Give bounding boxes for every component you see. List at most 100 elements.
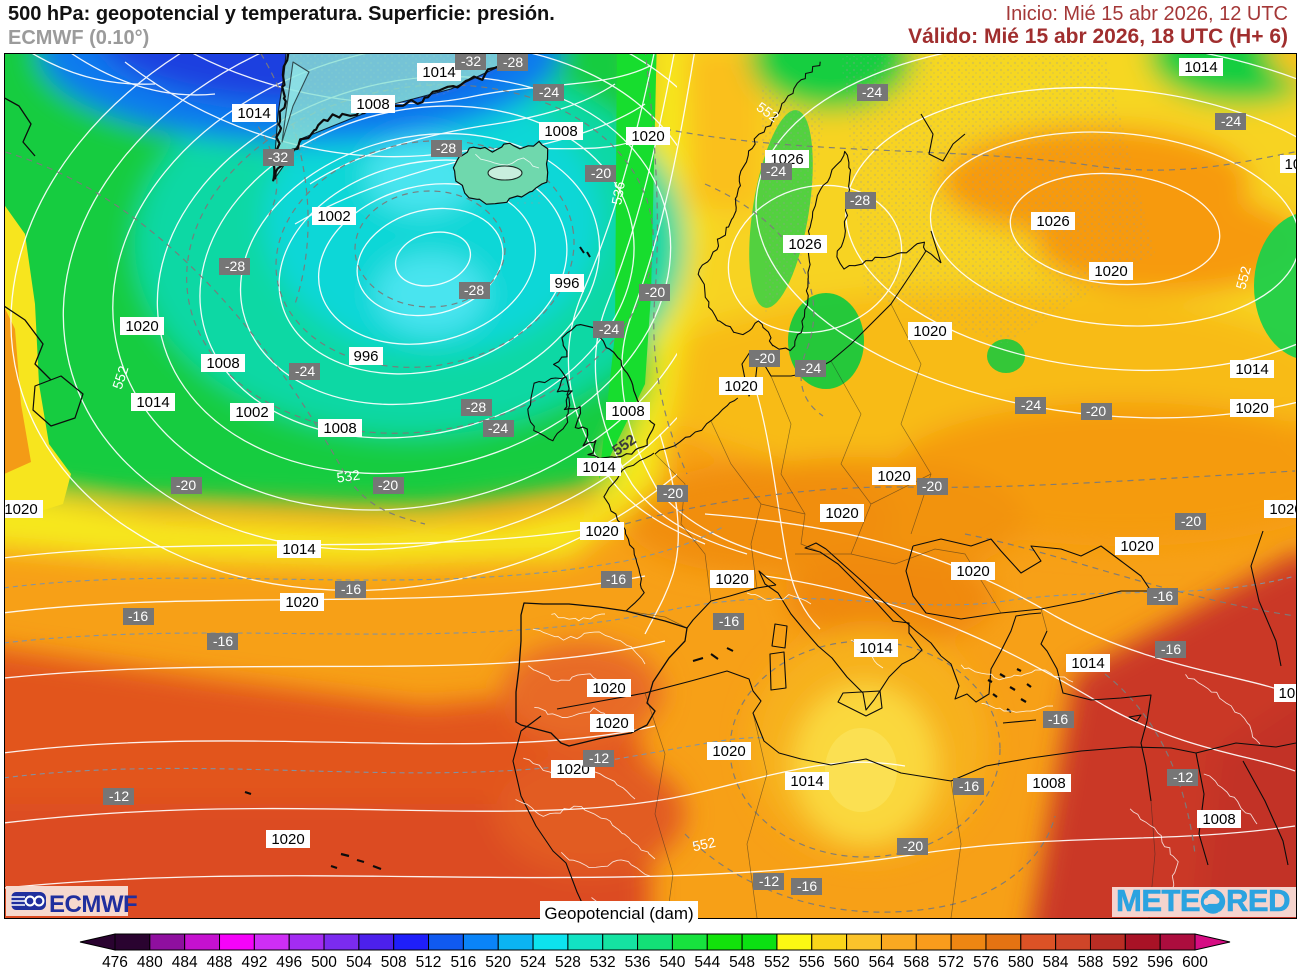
svg-text:1020: 1020 <box>1269 501 1296 518</box>
svg-text:572: 572 <box>938 954 964 970</box>
svg-text:1020: 1020 <box>715 571 748 588</box>
svg-text:-28: -28 <box>225 258 245 274</box>
svg-text:-20: -20 <box>176 477 196 493</box>
svg-text:512: 512 <box>416 954 442 970</box>
svg-text:1020: 1020 <box>1120 538 1153 555</box>
svg-text:1020: 1020 <box>631 128 664 145</box>
svg-text:1020: 1020 <box>556 761 589 778</box>
svg-text:-24: -24 <box>862 84 882 100</box>
svg-text:1014: 1014 <box>237 105 270 122</box>
svg-text:1014: 1014 <box>136 394 169 411</box>
svg-text:996: 996 <box>353 348 378 365</box>
svg-text:1014: 1014 <box>422 64 455 81</box>
svg-text:ECMWF: ECMWF <box>49 891 137 918</box>
svg-text:-16: -16 <box>797 878 817 894</box>
svg-text:532: 532 <box>590 954 616 970</box>
svg-text:508: 508 <box>381 954 407 970</box>
svg-text:528: 528 <box>555 954 581 970</box>
svg-text:568: 568 <box>903 954 929 970</box>
svg-text:600: 600 <box>1182 954 1208 970</box>
svg-text:-28: -28 <box>466 399 486 415</box>
svg-text:-12: -12 <box>759 873 779 889</box>
svg-text:METE: METE <box>1116 883 1200 918</box>
svg-text:544: 544 <box>694 954 720 970</box>
svg-text:1008: 1008 <box>323 420 356 437</box>
svg-text:596: 596 <box>1147 954 1173 970</box>
svg-text:-12: -12 <box>589 750 609 766</box>
svg-text:996: 996 <box>554 275 579 292</box>
svg-text:488: 488 <box>207 954 233 970</box>
svg-text:-16: -16 <box>213 633 233 649</box>
svg-text:516: 516 <box>450 954 476 970</box>
svg-text:576: 576 <box>973 954 999 970</box>
svg-text:1020: 1020 <box>271 831 304 848</box>
svg-text:536: 536 <box>625 954 651 970</box>
svg-text:580: 580 <box>1008 954 1034 970</box>
svg-text:1020: 1020 <box>956 563 989 580</box>
svg-text:564: 564 <box>869 954 895 970</box>
svg-text:476: 476 <box>102 954 128 970</box>
svg-text:552: 552 <box>764 954 790 970</box>
svg-text:1014: 1014 <box>582 459 615 476</box>
svg-text:-12: -12 <box>109 788 129 804</box>
svg-text:-24: -24 <box>599 321 619 337</box>
svg-text:1008: 1008 <box>611 403 644 420</box>
svg-text:RED: RED <box>1226 883 1290 918</box>
svg-text:102: 102 <box>1284 156 1296 173</box>
svg-text:536: 536 <box>608 180 628 206</box>
svg-text:-32: -32 <box>268 149 288 165</box>
svg-text:1008: 1008 <box>544 123 577 140</box>
svg-text:1020: 1020 <box>285 594 318 611</box>
svg-text:540: 540 <box>659 954 685 970</box>
svg-text:-16: -16 <box>128 608 148 624</box>
svg-text:1014: 1014 <box>1184 59 1217 76</box>
svg-text:-16: -16 <box>606 571 626 587</box>
svg-text:552: 552 <box>109 364 132 391</box>
svg-text:-24: -24 <box>801 360 821 376</box>
svg-text:1020: 1020 <box>877 468 910 485</box>
svg-text:-32: -32 <box>461 54 481 69</box>
svg-text:524: 524 <box>520 954 546 970</box>
svg-text:500: 500 <box>311 954 337 970</box>
svg-text:-20: -20 <box>378 477 398 493</box>
svg-text:1020: 1020 <box>913 323 946 340</box>
svg-text:1020: 1020 <box>724 378 757 395</box>
svg-text:-24: -24 <box>539 84 559 100</box>
svg-text:484: 484 <box>172 954 198 970</box>
svg-text:-24: -24 <box>488 420 508 436</box>
svg-text:1014: 1014 <box>1235 361 1268 378</box>
svg-text:548: 548 <box>729 954 755 970</box>
svg-text:1020: 1020 <box>5 501 38 518</box>
svg-text:1020: 1020 <box>1094 263 1127 280</box>
svg-text:-20: -20 <box>755 350 775 366</box>
svg-text:-12: -12 <box>1173 769 1193 785</box>
svg-text:480: 480 <box>137 954 163 970</box>
svg-text:1014: 1014 <box>859 640 892 657</box>
svg-text:1008: 1008 <box>1202 811 1235 828</box>
svg-text:-16: -16 <box>719 613 739 629</box>
svg-text:-20: -20 <box>663 485 683 501</box>
svg-text:1020: 1020 <box>595 715 628 732</box>
svg-text:-24: -24 <box>1021 397 1041 413</box>
svg-text:588: 588 <box>1078 954 1104 970</box>
svg-text:-20: -20 <box>1181 513 1201 529</box>
svg-text:552: 552 <box>691 834 717 855</box>
svg-text:1008: 1008 <box>1032 775 1065 792</box>
svg-text:496: 496 <box>276 954 302 970</box>
svg-text:-24: -24 <box>295 363 315 379</box>
svg-text:560: 560 <box>834 954 860 970</box>
svg-text:1014: 1014 <box>1071 655 1104 672</box>
svg-text:492: 492 <box>241 954 267 970</box>
svg-text:1020: 1020 <box>712 743 745 760</box>
svg-text:552: 552 <box>1232 264 1254 291</box>
svg-text:1020: 1020 <box>585 523 618 540</box>
svg-text:1020: 1020 <box>1235 400 1268 417</box>
svg-text:1008: 1008 <box>206 355 239 372</box>
svg-text:592: 592 <box>1112 954 1138 970</box>
svg-text:-28: -28 <box>436 140 456 156</box>
svg-text:556: 556 <box>799 954 825 970</box>
svg-text:-20: -20 <box>591 165 611 181</box>
svg-text:520: 520 <box>485 954 511 970</box>
svg-text:-16: -16 <box>1153 588 1173 604</box>
svg-text:101: 101 <box>1278 685 1296 702</box>
